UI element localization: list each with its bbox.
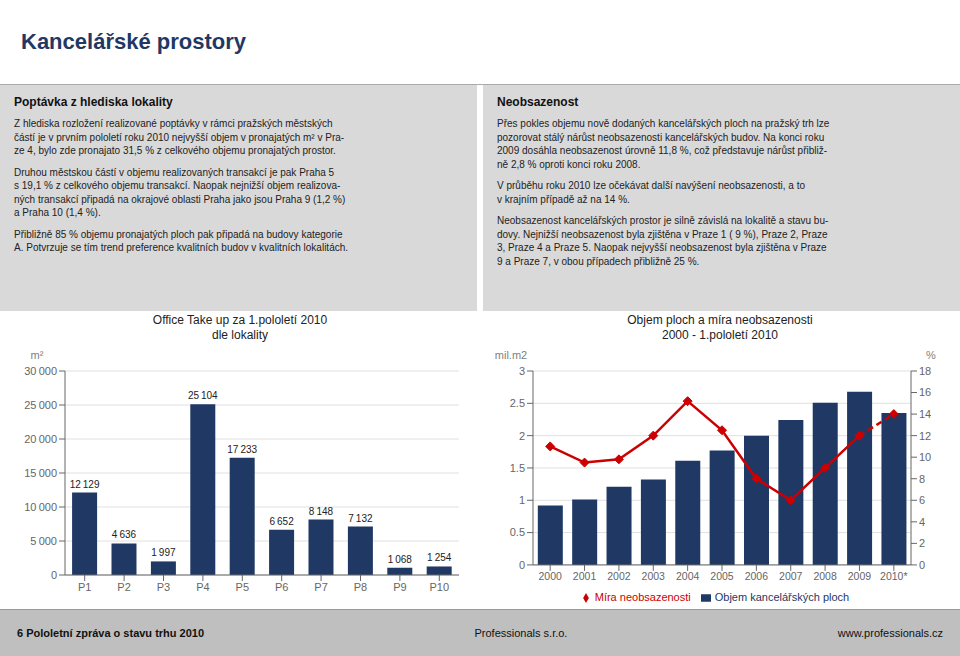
svg-text:2003: 2003 [642, 570, 666, 582]
svg-text:P7: P7 [314, 581, 327, 593]
svg-text:2001: 2001 [573, 570, 597, 582]
svg-text:6 652: 6 652 [269, 516, 294, 527]
svg-text:1 254: 1 254 [427, 552, 452, 563]
svg-text:m²: m² [31, 349, 44, 361]
svg-text:5 000: 5 000 [30, 535, 57, 547]
svg-text:25 104: 25 104 [188, 390, 218, 401]
svg-text:P1: P1 [78, 581, 91, 593]
svg-text:12: 12 [919, 430, 931, 442]
svg-text:16: 16 [919, 386, 931, 398]
svg-text:2: 2 [919, 537, 925, 549]
svg-text:6: 6 [919, 494, 925, 506]
svg-text:1 068: 1 068 [388, 554, 413, 565]
svg-text:P5: P5 [236, 581, 249, 593]
svg-text:4 636: 4 636 [112, 529, 137, 540]
svg-text:2005: 2005 [710, 570, 734, 582]
svg-text:1: 1 [519, 494, 525, 506]
svg-text:P9: P9 [393, 581, 406, 593]
html-text:Neobsazenost kancelářských pro: Neobsazenost kancelářských prostor je si… [497, 215, 829, 267]
svg-text:2008: 2008 [813, 570, 837, 582]
html-text:Míra neobsazenosti: Míra neobsazenosti [594, 590, 691, 603]
html-text:2000 - 1.pololetí 2010: 2000 - 1.pololetí 2010 [662, 328, 778, 342]
svg-text:2007: 2007 [779, 570, 803, 582]
svg-text:20 000: 20 000 [24, 433, 57, 445]
svg-text:30 000: 30 000 [24, 365, 57, 377]
svg-text:8: 8 [919, 473, 925, 485]
svg-text:P6: P6 [275, 581, 288, 593]
svg-text:mil.m2: mil.m2 [495, 349, 527, 361]
html-text:dle lokality: dle lokality [212, 328, 268, 342]
svg-text:2000: 2000 [539, 570, 563, 582]
svg-text:2006: 2006 [745, 570, 769, 582]
html-text:www.professionals.cz: www.professionals.cz [837, 627, 943, 639]
svg-text:1.5: 1.5 [510, 462, 525, 474]
svg-text:3: 3 [519, 365, 525, 377]
html-text:Professionals s.r.o.: Professionals s.r.o. [474, 627, 568, 639]
html-text:Druhou městskou částí v objemu: Druhou městskou částí v objemu realizova… [14, 166, 346, 218]
html-text:Neobsazenost: Neobsazenost [497, 95, 579, 109]
svg-text:P2: P2 [117, 581, 130, 593]
svg-text:P10: P10 [430, 581, 450, 593]
svg-text:25 000: 25 000 [24, 399, 57, 411]
html-text:Přibližně 85 % objemu pronajat: Přibližně 85 % objemu pronajatých ploch … [14, 228, 349, 253]
svg-text:1 997: 1 997 [151, 547, 176, 558]
html-text:Poptávka z hlediska lokality: Poptávka z hlediska lokality [14, 95, 173, 109]
html-text:Přes pokles objemu nově dodaný: Přes pokles objemu nově dodaných kancelá… [497, 118, 830, 170]
svg-text:10 000: 10 000 [24, 501, 57, 513]
svg-text:0: 0 [519, 559, 525, 571]
html-text:6 Pololetní zpráva o stavu trh: 6 Pololetní zpráva o stavu trhu 2010 [17, 627, 205, 639]
svg-text:P3: P3 [157, 581, 170, 593]
svg-text:2002: 2002 [607, 570, 631, 582]
svg-text:%: % [926, 349, 936, 361]
html-text:Z hlediska rozložení realizova: Z hlediska rozložení realizované poptávk… [14, 118, 345, 156]
svg-text:2.5: 2.5 [510, 397, 525, 409]
svg-text:2010*: 2010* [880, 570, 907, 582]
html-text:Objem ploch a míra neobsazenos: Objem ploch a míra neobsazenosti [627, 313, 813, 327]
svg-text:8 148: 8 148 [309, 506, 334, 517]
svg-text:0: 0 [919, 559, 925, 571]
svg-text:2009: 2009 [848, 570, 872, 582]
svg-text:4: 4 [919, 516, 925, 528]
svg-text:18: 18 [919, 365, 931, 377]
html-text:V průběhu roku 2010 lze očekáv: V průběhu roku 2010 lze očekávat další n… [497, 180, 805, 205]
svg-text:P8: P8 [354, 581, 367, 593]
html-text:Objem kancelářských ploch: Objem kancelářských ploch [714, 590, 850, 603]
svg-text:P4: P4 [196, 581, 209, 593]
svg-text:12 129: 12 129 [70, 479, 100, 490]
svg-text:17 233: 17 233 [227, 444, 257, 455]
svg-text:10: 10 [919, 451, 931, 463]
svg-text:0.5: 0.5 [510, 526, 525, 538]
svg-text:0: 0 [51, 569, 57, 581]
svg-text:15 000: 15 000 [24, 467, 57, 479]
svg-text:7 132: 7 132 [348, 513, 373, 524]
svg-text:2: 2 [519, 430, 525, 442]
html-text:Office Take up za 1.pololetí 2: Office Take up za 1.pololetí 2010 [152, 313, 328, 327]
svg-text:2004: 2004 [676, 570, 700, 582]
html-text:Kancelářské prostory: Kancelářské prostory [21, 29, 246, 54]
svg-text:14: 14 [919, 408, 931, 420]
